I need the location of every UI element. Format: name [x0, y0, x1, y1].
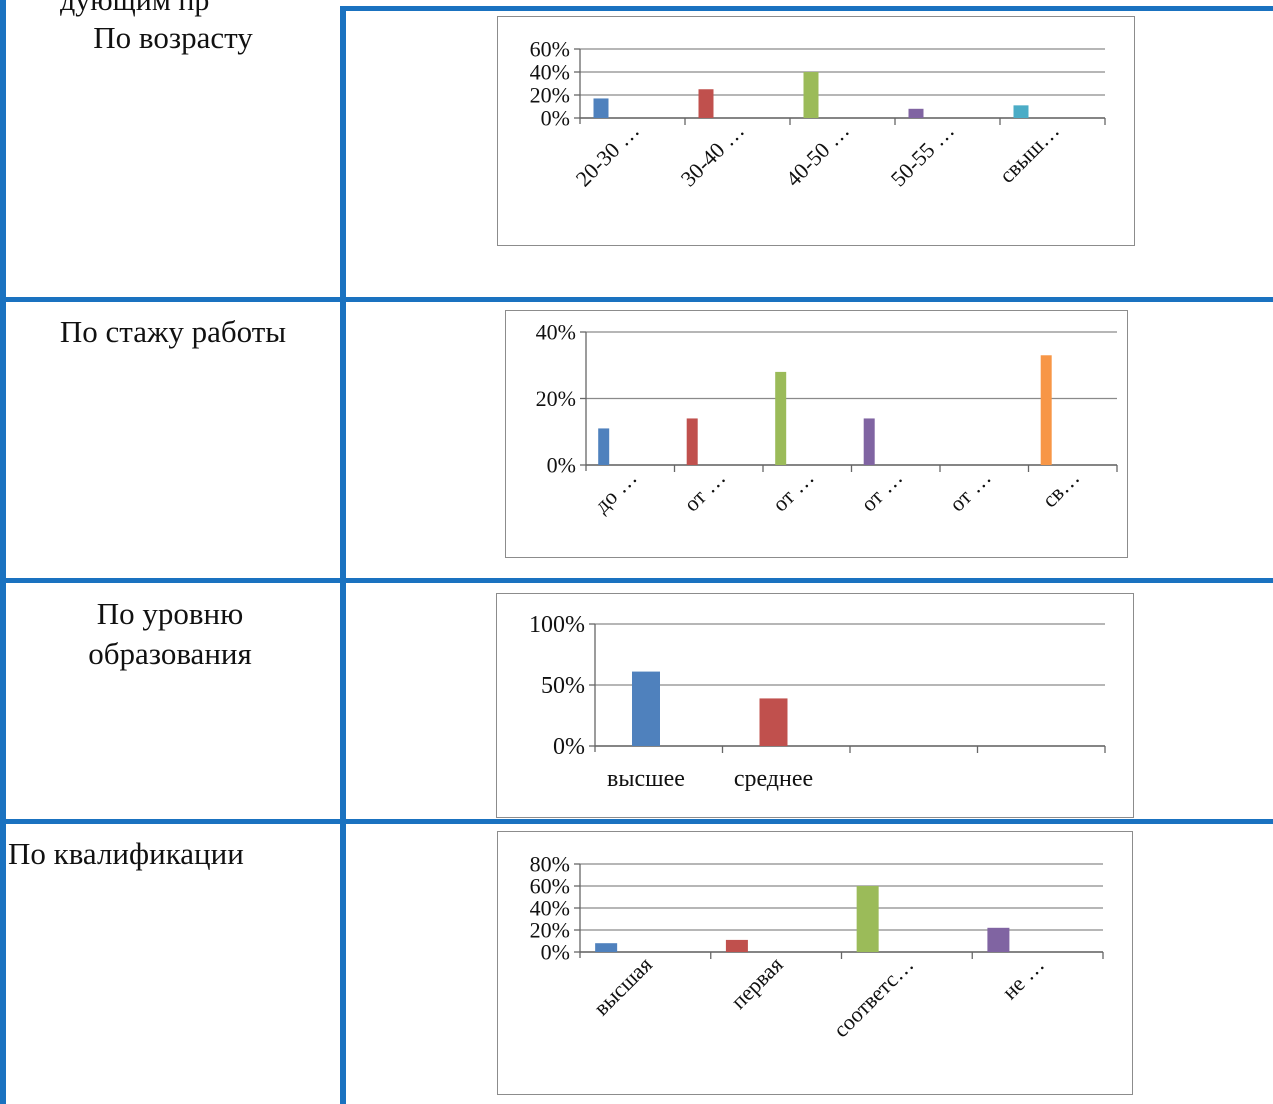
x-tick-label: от … — [944, 465, 995, 516]
qualification-chart-plot: 0%20%40%60%80% высшая первая соответс… не … — [530, 851, 1104, 1042]
column-divider — [340, 6, 346, 1104]
x-tick-label: от … — [679, 465, 730, 516]
x-tick-label: соответс… — [828, 952, 918, 1042]
bar — [598, 428, 610, 465]
bar — [987, 927, 1010, 952]
y-tick-label: 40% — [530, 895, 570, 920]
bar — [595, 943, 618, 952]
header-text-fragment: дующим пр — [60, 0, 210, 17]
x-tick-label: высшее — [607, 766, 685, 792]
y-tick-label: 60% — [530, 873, 570, 898]
x-tick-label: 40-50 … — [781, 118, 854, 191]
x-tick-label: до … — [589, 465, 642, 518]
bar — [908, 108, 924, 118]
y-tick-label: 0% — [541, 105, 570, 130]
x-tick-label: 30-40 … — [676, 118, 749, 191]
x-tick-label: свыш… — [994, 118, 1064, 188]
table-border-top — [340, 6, 1273, 11]
bar — [803, 72, 819, 118]
bar — [775, 371, 787, 465]
age-chart-plot: 0%20%40%60% 20-30 … 30-40 … 40-50 … 50-55 … с… — [530, 36, 1106, 191]
row-label-experience: По стажу работы — [59, 314, 287, 349]
y-tick-label: 40% — [530, 59, 570, 84]
row-label-age: По возрасту — [93, 20, 253, 55]
row-label-qualification: По квалификации — [8, 836, 244, 871]
y-tick-label: 60% — [530, 36, 570, 61]
x-tick-label: от … — [767, 465, 818, 516]
bar — [856, 886, 879, 952]
bar — [698, 89, 714, 118]
x-tick-label: первая — [726, 952, 788, 1014]
bar — [1013, 105, 1029, 118]
y-tick-label: 40% — [536, 319, 576, 344]
y-tick-label: 20% — [530, 82, 570, 107]
x-tick-label: 50-55 … — [886, 118, 959, 191]
y-tick-label: 50% — [541, 673, 585, 699]
y-tick-label: 80% — [530, 851, 570, 876]
bar — [686, 418, 698, 465]
x-tick-label: среднее — [734, 766, 813, 792]
bar — [725, 939, 748, 952]
y-tick-label: 20% — [530, 917, 570, 942]
bar — [1040, 355, 1052, 465]
y-tick-label: 0% — [553, 734, 585, 760]
y-tick-label: 20% — [536, 386, 576, 411]
y-tick-label: 100% — [529, 612, 585, 638]
y-tick-label: 0% — [547, 452, 576, 477]
experience-chart-plot: 0% 20% 40% до … от … от … от … от … св… — [536, 319, 1118, 518]
x-tick-label: не … — [997, 952, 1049, 1004]
row-divider — [0, 297, 1273, 302]
qualification-chart: 0% 20% 40% 60% 80% высшая первая соответс… не … — [497, 831, 1133, 1095]
bar — [863, 418, 875, 465]
x-tick-label: от … — [856, 465, 907, 516]
y-tick-label: 0% — [541, 939, 570, 964]
row-label-education: По уровню образования — [88, 596, 252, 671]
table-border-left — [0, 0, 6, 1104]
x-tick-label: высшая — [588, 952, 656, 1020]
row-divider — [0, 578, 1273, 583]
age-chart: 0% 20% 40% 60% 20-30 … 30-40 … 40-50 … 50-55 … с… — [497, 16, 1135, 246]
bar — [593, 98, 609, 118]
bar — [759, 698, 788, 746]
experience-chart: 0% 20% 40% до … от … от … от … от … св… — [505, 310, 1128, 558]
education-chart-plot: 0% 50% 100% высшее среднее — [529, 612, 1106, 792]
education-chart: 0% 50% 100% высшее среднее — [496, 593, 1134, 818]
x-tick-label: 20-30 … — [571, 118, 644, 191]
bar — [632, 671, 660, 746]
x-tick-label: св… — [1037, 465, 1084, 512]
row-divider — [0, 819, 1273, 824]
